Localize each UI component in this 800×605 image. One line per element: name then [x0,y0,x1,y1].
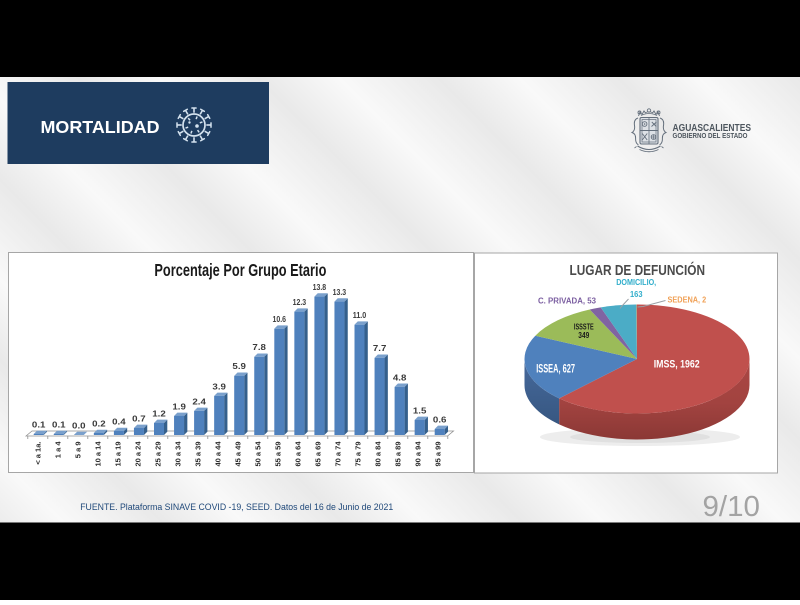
svg-text:LUGAR DE DEFUNCIÓN: LUGAR DE DEFUNCIÓN [570,261,706,279]
svg-text:11.0: 11.0 [353,311,367,320]
svg-text:15 a 19: 15 a 19 [114,442,123,467]
svg-text:163: 163 [630,289,643,299]
svg-text:0.7: 0.7 [132,414,146,423]
svg-text:0.0: 0.0 [72,421,86,430]
svg-text:SEDENA, 2: SEDENA, 2 [668,295,707,305]
svg-text:45 a 49: 45 a 49 [234,442,243,467]
svg-text:AGUASCALIENTES: AGUASCALIENTES [673,123,752,134]
svg-text:0.6: 0.6 [433,415,447,424]
svg-text:Porcentaje Por Grupo Etario: Porcentaje Por Grupo Etario [154,260,326,280]
svg-text:55 a 59: 55 a 59 [274,442,283,467]
svg-text:GOBIERNO DEL ESTADO: GOBIERNO DEL ESTADO [673,133,749,140]
svg-text:65 a 69: 65 a 69 [314,442,323,467]
svg-text:5 a 9: 5 a 9 [74,442,83,459]
svg-text:ISSEA, 627: ISSEA, 627 [536,364,575,376]
svg-text:70 a 74: 70 a 74 [334,441,343,467]
svg-text:50 a 54: 50 a 54 [254,441,263,467]
svg-text:35 a 39: 35 a 39 [194,442,203,467]
svg-text:12.3: 12.3 [293,298,307,307]
svg-text:1 a 4: 1 a 4 [54,441,63,459]
svg-text:DOMICILIO,: DOMICILIO, [616,277,656,287]
svg-text:MORTALIDAD: MORTALIDAD [41,117,160,137]
svg-text:40 a 44: 40 a 44 [214,441,223,467]
svg-text:2.4: 2.4 [192,397,206,406]
svg-text:95 a 99: 95 a 99 [434,442,443,467]
svg-text:ISSSTE: ISSSTE [574,322,594,331]
svg-text:13.3: 13.3 [333,288,347,297]
svg-text:IMSS, 1962: IMSS, 1962 [654,358,700,370]
svg-text:1.9: 1.9 [172,402,186,411]
svg-text:349: 349 [578,331,589,340]
svg-text:7.8: 7.8 [252,343,266,352]
svg-text:0.1: 0.1 [32,420,46,429]
svg-text:25 a 29: 25 a 29 [154,442,163,467]
svg-text:60 a 64: 60 a 64 [294,441,303,467]
svg-text:90 a 94: 90 a 94 [414,441,423,467]
svg-text:0.4: 0.4 [112,417,126,426]
svg-text:< a 1a.: < a 1a. [34,442,43,465]
svg-text:80 a 84: 80 a 84 [374,441,383,467]
svg-text:13.8: 13.8 [313,283,327,292]
svg-text:4.8: 4.8 [393,373,407,382]
svg-text:10 a 14: 10 a 14 [94,441,103,467]
svg-text:1.2: 1.2 [152,409,166,418]
svg-text:3.9: 3.9 [212,382,226,391]
svg-text:5.9: 5.9 [232,362,246,371]
svg-text:FUENTE. Plataforma SINAVE COVI: FUENTE. Plataforma SINAVE COVID -19, SEE… [80,502,393,513]
svg-text:C. PRIVADA, 53: C. PRIVADA, 53 [538,296,596,306]
svg-text:30 a 34: 30 a 34 [174,441,183,467]
svg-text:20 a 24: 20 a 24 [134,441,143,467]
svg-text:85 a 89: 85 a 89 [394,442,403,467]
svg-text:0.2: 0.2 [92,419,106,428]
svg-text:1.5: 1.5 [413,406,427,415]
svg-text:7.7: 7.7 [373,344,387,353]
svg-text:9/10: 9/10 [703,491,761,523]
svg-text:75 a 79: 75 a 79 [354,442,363,467]
svg-text:10.6: 10.6 [273,315,287,324]
svg-text:0.1: 0.1 [52,420,66,429]
